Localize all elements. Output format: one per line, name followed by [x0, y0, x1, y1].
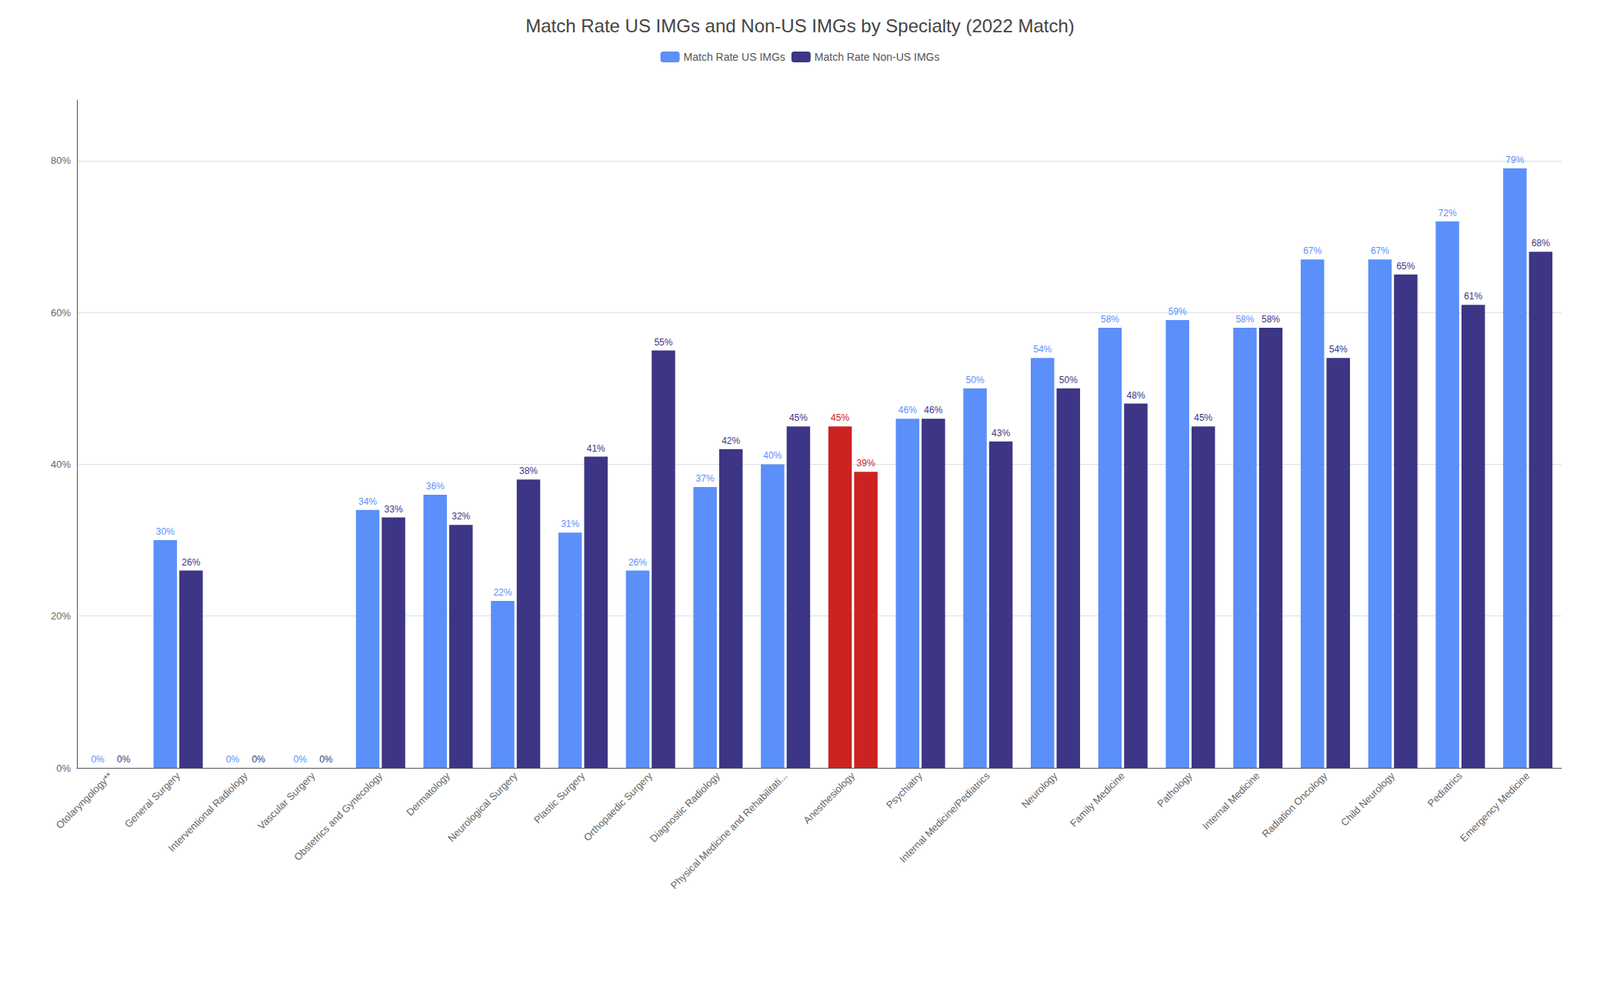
svg-text:Match Rate US IMGs and Non-US: Match Rate US IMGs and Non-US IMGs by Sp… — [525, 15, 1075, 37]
svg-text:20%: 20% — [50, 610, 71, 622]
svg-text:80%: 80% — [50, 154, 71, 167]
svg-text:Pediatrics: Pediatrics — [1425, 769, 1465, 809]
svg-text:58%: 58% — [1261, 313, 1280, 325]
svg-text:0%: 0% — [251, 753, 266, 765]
svg-text:45%: 45% — [789, 412, 808, 424]
svg-text:32%: 32% — [451, 510, 470, 522]
svg-text:39%: 39% — [856, 457, 876, 469]
svg-text:0%: 0% — [319, 753, 334, 765]
svg-text:Vascular Surgery: Vascular Surgery — [255, 769, 318, 832]
svg-text:Neurological Surgery: Neurological Surgery — [445, 769, 520, 844]
svg-text:65%: 65% — [1396, 260, 1415, 272]
svg-text:Physical Medicine and Rehabili: Physical Medicine and Rehabilitati... — [668, 770, 790, 892]
svg-text:Obstetrics and Gynecology: Obstetrics and Gynecology — [291, 769, 385, 863]
svg-text:55%: 55% — [653, 336, 673, 348]
svg-text:36%: 36% — [426, 480, 445, 492]
svg-text:Neurology: Neurology — [1019, 769, 1060, 810]
svg-text:Plastic Surgery: Plastic Surgery — [531, 769, 588, 826]
svg-text:42%: 42% — [721, 435, 740, 447]
svg-text:Diagnostic Radiology: Diagnostic Radiology — [647, 769, 723, 844]
svg-text:50%: 50% — [966, 374, 985, 386]
svg-text:72%: 72% — [1438, 207, 1457, 219]
svg-text:26%: 26% — [181, 556, 200, 568]
svg-text:40%: 40% — [50, 458, 71, 470]
svg-text:59%: 59% — [1168, 306, 1187, 317]
svg-text:22%: 22% — [493, 586, 512, 598]
svg-text:61%: 61% — [1463, 290, 1483, 302]
svg-text:54%: 54% — [1329, 343, 1348, 355]
svg-text:Internal Medicine/Pediatrics: Internal Medicine/Pediatrics — [896, 769, 993, 865]
svg-text:54%: 54% — [1033, 343, 1052, 355]
svg-text:43%: 43% — [991, 427, 1010, 439]
svg-text:0%: 0% — [293, 753, 308, 765]
svg-text:Internal Medicine: Internal Medicine — [1200, 770, 1263, 833]
svg-text:60%: 60% — [50, 306, 71, 319]
svg-text:Orthopaedic Surgery: Orthopaedic Surgery — [581, 769, 656, 844]
svg-text:45%: 45% — [830, 412, 850, 424]
svg-text:58%: 58% — [1235, 313, 1254, 325]
svg-text:31%: 31% — [560, 518, 580, 530]
svg-text:Anesthesiology: Anesthesiology — [800, 769, 857, 826]
svg-text:33%: 33% — [384, 503, 404, 515]
svg-text:50%: 50% — [1059, 374, 1078, 386]
svg-text:Family Medicine: Family Medicine — [1067, 770, 1127, 830]
svg-text:Child Neurology: Child Neurology — [1338, 769, 1397, 828]
svg-text:0%: 0% — [226, 753, 240, 765]
svg-text:46%: 46% — [923, 404, 943, 416]
svg-text:Interventional Radiology: Interventional Radiology — [166, 769, 250, 854]
svg-text:46%: 46% — [898, 404, 917, 416]
svg-text:67%: 67% — [1370, 245, 1390, 257]
svg-text:41%: 41% — [586, 443, 606, 454]
svg-text:37%: 37% — [696, 473, 715, 484]
svg-text:0%: 0% — [116, 753, 131, 765]
svg-text:Match Rate US IMGs: Match Rate US IMGs — [683, 50, 786, 64]
svg-text:48%: 48% — [1126, 390, 1146, 401]
svg-text:67%: 67% — [1303, 245, 1322, 257]
svg-text:0%: 0% — [90, 753, 105, 765]
svg-text:30%: 30% — [156, 526, 175, 537]
svg-text:0%: 0% — [56, 762, 71, 774]
svg-text:Radiation Oncology: Radiation Oncology — [1260, 769, 1330, 840]
svg-text:79%: 79% — [1505, 154, 1524, 166]
svg-text:58%: 58% — [1100, 313, 1120, 325]
svg-text:68%: 68% — [1531, 237, 1550, 249]
svg-text:Psychiatry: Psychiatry — [883, 769, 925, 810]
svg-text:40%: 40% — [763, 450, 782, 461]
svg-text:45%: 45% — [1193, 412, 1213, 424]
svg-text:26%: 26% — [628, 556, 647, 568]
svg-text:38%: 38% — [519, 465, 538, 477]
svg-text:Match Rate Non-US IMGs: Match Rate Non-US IMGs — [814, 50, 940, 64]
svg-text:Dermatology: Dermatology — [403, 769, 453, 818]
svg-text:34%: 34% — [358, 496, 377, 507]
svg-text:Emergency Medicine: Emergency Medicine — [1457, 770, 1532, 844]
svg-text:General Surgery: General Surgery — [122, 769, 183, 830]
svg-text:Otolaryngology**: Otolaryngology** — [53, 770, 116, 832]
svg-text:Pathology: Pathology — [1154, 769, 1195, 810]
